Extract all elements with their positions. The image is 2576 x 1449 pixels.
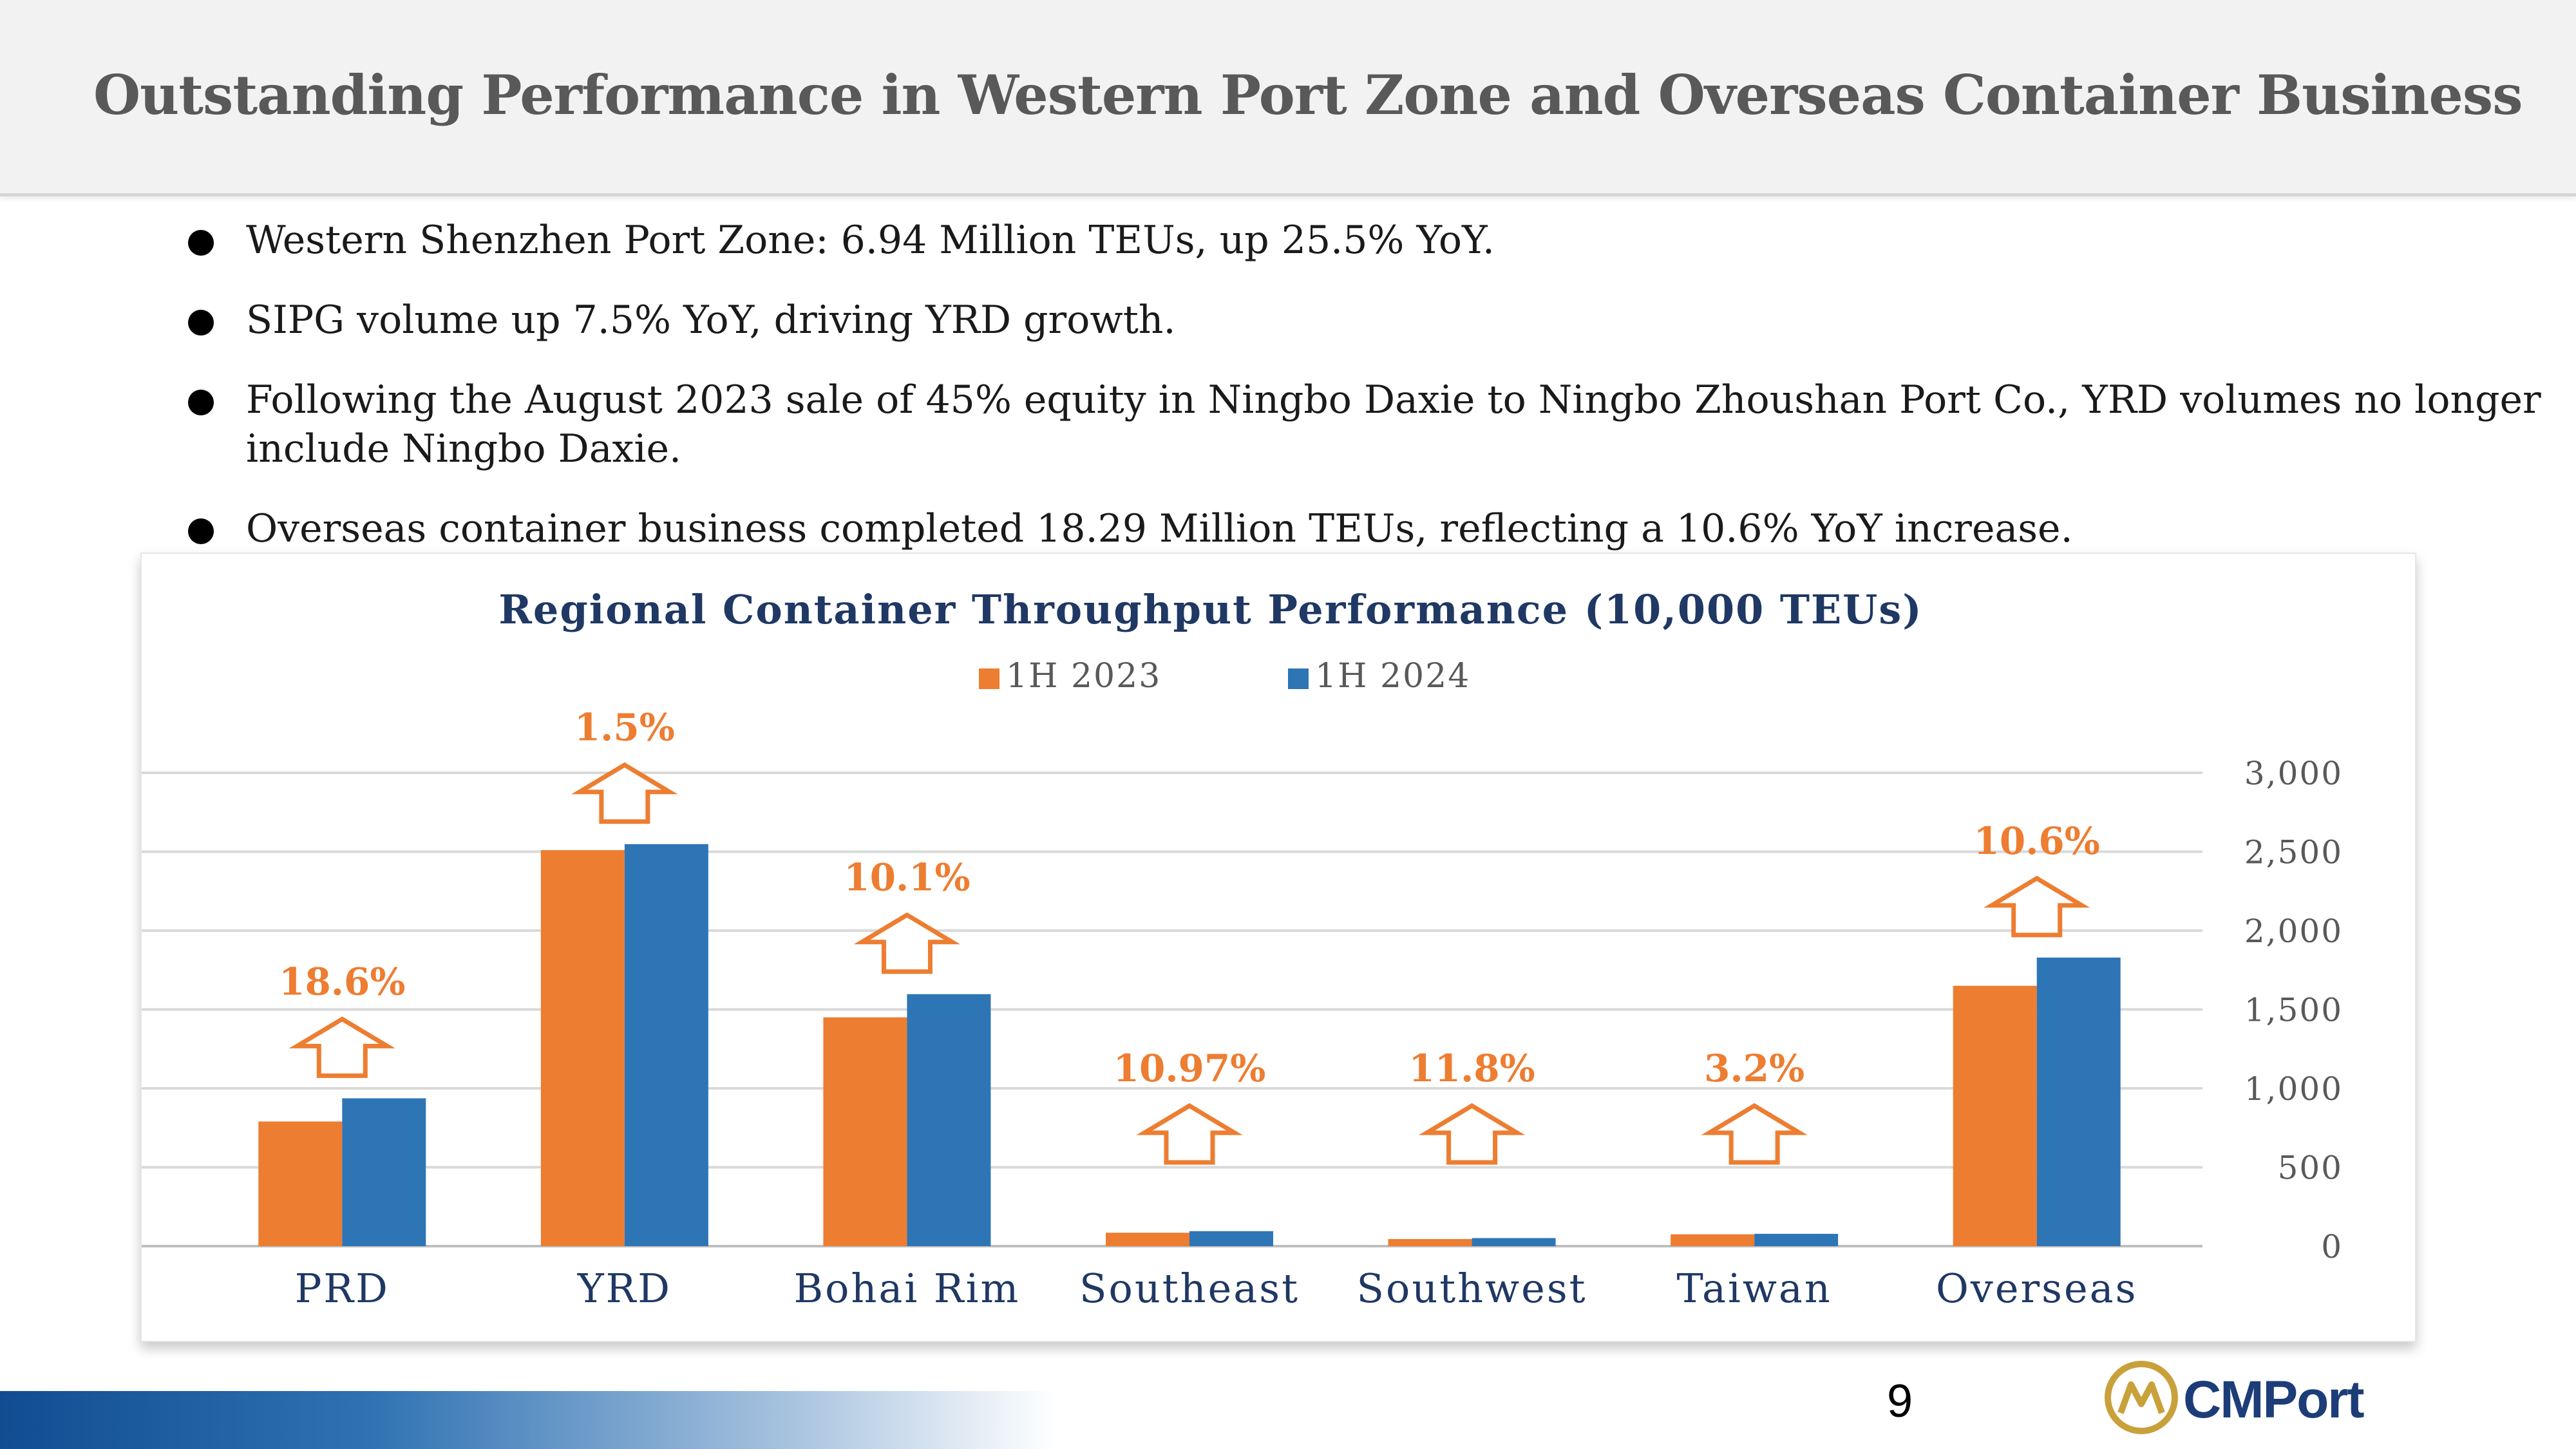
- y-tick-label: 500: [2278, 1150, 2343, 1187]
- growth-label: 10.1%: [844, 856, 970, 900]
- bar: [1388, 1238, 1472, 1246]
- bar-chart: Regional Container Throughput Performanc…: [142, 586, 2343, 1312]
- y-tick-label: 1,000: [2244, 1070, 2343, 1108]
- legend-label: 1H 2024: [1315, 657, 1470, 696]
- bullet-dot-icon: [188, 518, 214, 544]
- bar: [624, 844, 708, 1246]
- bullet-dot-icon: [188, 230, 214, 256]
- bar: [907, 994, 991, 1246]
- legend-swatch: [979, 668, 999, 689]
- growth-label: 11.8%: [1408, 1046, 1535, 1090]
- growth-arrow-icon: [1136, 1103, 1243, 1165]
- y-tick-label: 2,500: [2244, 834, 2343, 871]
- y-tick-label: 0: [2321, 1228, 2343, 1265]
- growth-arrow-icon: [853, 912, 961, 974]
- y-tick-label: 3,000: [2244, 755, 2343, 792]
- bullet-dot-icon: [188, 310, 214, 336]
- growth-label: 3.2%: [1704, 1046, 1804, 1090]
- cmport-emblem-icon: [2105, 1361, 2178, 1434]
- growth-arrow-icon: [1984, 875, 2090, 938]
- growth-label: 10.97%: [1113, 1046, 1266, 1090]
- bar: [1953, 985, 2037, 1246]
- bullet-text: SIPG volume up 7.5% YoY, driving YRD gro…: [246, 298, 1176, 343]
- x-tick-label: PRD: [295, 1265, 390, 1312]
- legend-swatch: [1288, 668, 1309, 689]
- legend-label: 1H 2023: [1006, 657, 1161, 696]
- bullet-text: Following the August 2023 sale of 45% eq…: [246, 377, 2541, 471]
- growth-arrow-icon: [1701, 1103, 1808, 1165]
- bar: [823, 1017, 907, 1246]
- growth-label: 18.6%: [279, 960, 405, 1003]
- logo-text: CMPort: [2183, 1370, 2365, 1429]
- bullet-item: Western Shenzhen Port Zone: 6.94 Million…: [187, 216, 2544, 265]
- x-tick-label: Bohai Rim: [794, 1265, 1021, 1312]
- chart-title: Regional Container Throughput Performanc…: [498, 586, 1922, 633]
- y-tick-label: 2,000: [2244, 913, 2343, 950]
- title-bar: Outstanding Performance in Western Port …: [0, 0, 2576, 196]
- bullet-text: Western Shenzhen Port Zone: 6.94 Million…: [246, 218, 1495, 263]
- growth-label: 10.6%: [1974, 819, 2100, 863]
- bullet-list: Western Shenzhen Port Zone: 6.94 Million…: [187, 216, 2544, 584]
- bar: [2036, 957, 2121, 1246]
- x-tick-label: Overseas: [1936, 1265, 2137, 1312]
- bullet-text: Overseas container business completed 18…: [246, 506, 2073, 551]
- bar: [342, 1098, 426, 1246]
- bullet-item: Overseas container business completed 18…: [187, 504, 2544, 553]
- bullet-dot-icon: [188, 390, 214, 415]
- page-title: Outstanding Performance in Western Port …: [93, 63, 2523, 127]
- bar: [1106, 1233, 1189, 1246]
- y-tick-label: 1,500: [2244, 992, 2343, 1029]
- growth-arrow-icon: [571, 762, 678, 824]
- x-tick-label: Southwest: [1357, 1265, 1587, 1312]
- x-tick-label: YRD: [577, 1265, 672, 1312]
- bar: [1189, 1231, 1273, 1246]
- bullet-item: Following the August 2023 sale of 45% eq…: [187, 375, 2544, 473]
- bar: [258, 1121, 343, 1246]
- growth-arrow-icon: [289, 1016, 395, 1078]
- growth-label: 1.5%: [574, 706, 675, 750]
- footer-gradient-bar: [0, 1391, 1056, 1449]
- bullet-item: SIPG volume up 7.5% YoY, driving YRD gro…: [187, 296, 2544, 345]
- bar: [1754, 1233, 1839, 1246]
- company-logo: CMPort: [2103, 1359, 2405, 1439]
- bar: [1472, 1238, 1556, 1246]
- bar: [540, 850, 625, 1246]
- x-tick-label: Taiwan: [1676, 1265, 1832, 1312]
- growth-arrow-icon: [1418, 1103, 1526, 1165]
- bar: [1671, 1234, 1755, 1246]
- x-tick-label: Southeast: [1079, 1265, 1300, 1312]
- page-number: 9: [1887, 1376, 1913, 1427]
- chart-container: Regional Container Throughput Performanc…: [140, 553, 2416, 1342]
